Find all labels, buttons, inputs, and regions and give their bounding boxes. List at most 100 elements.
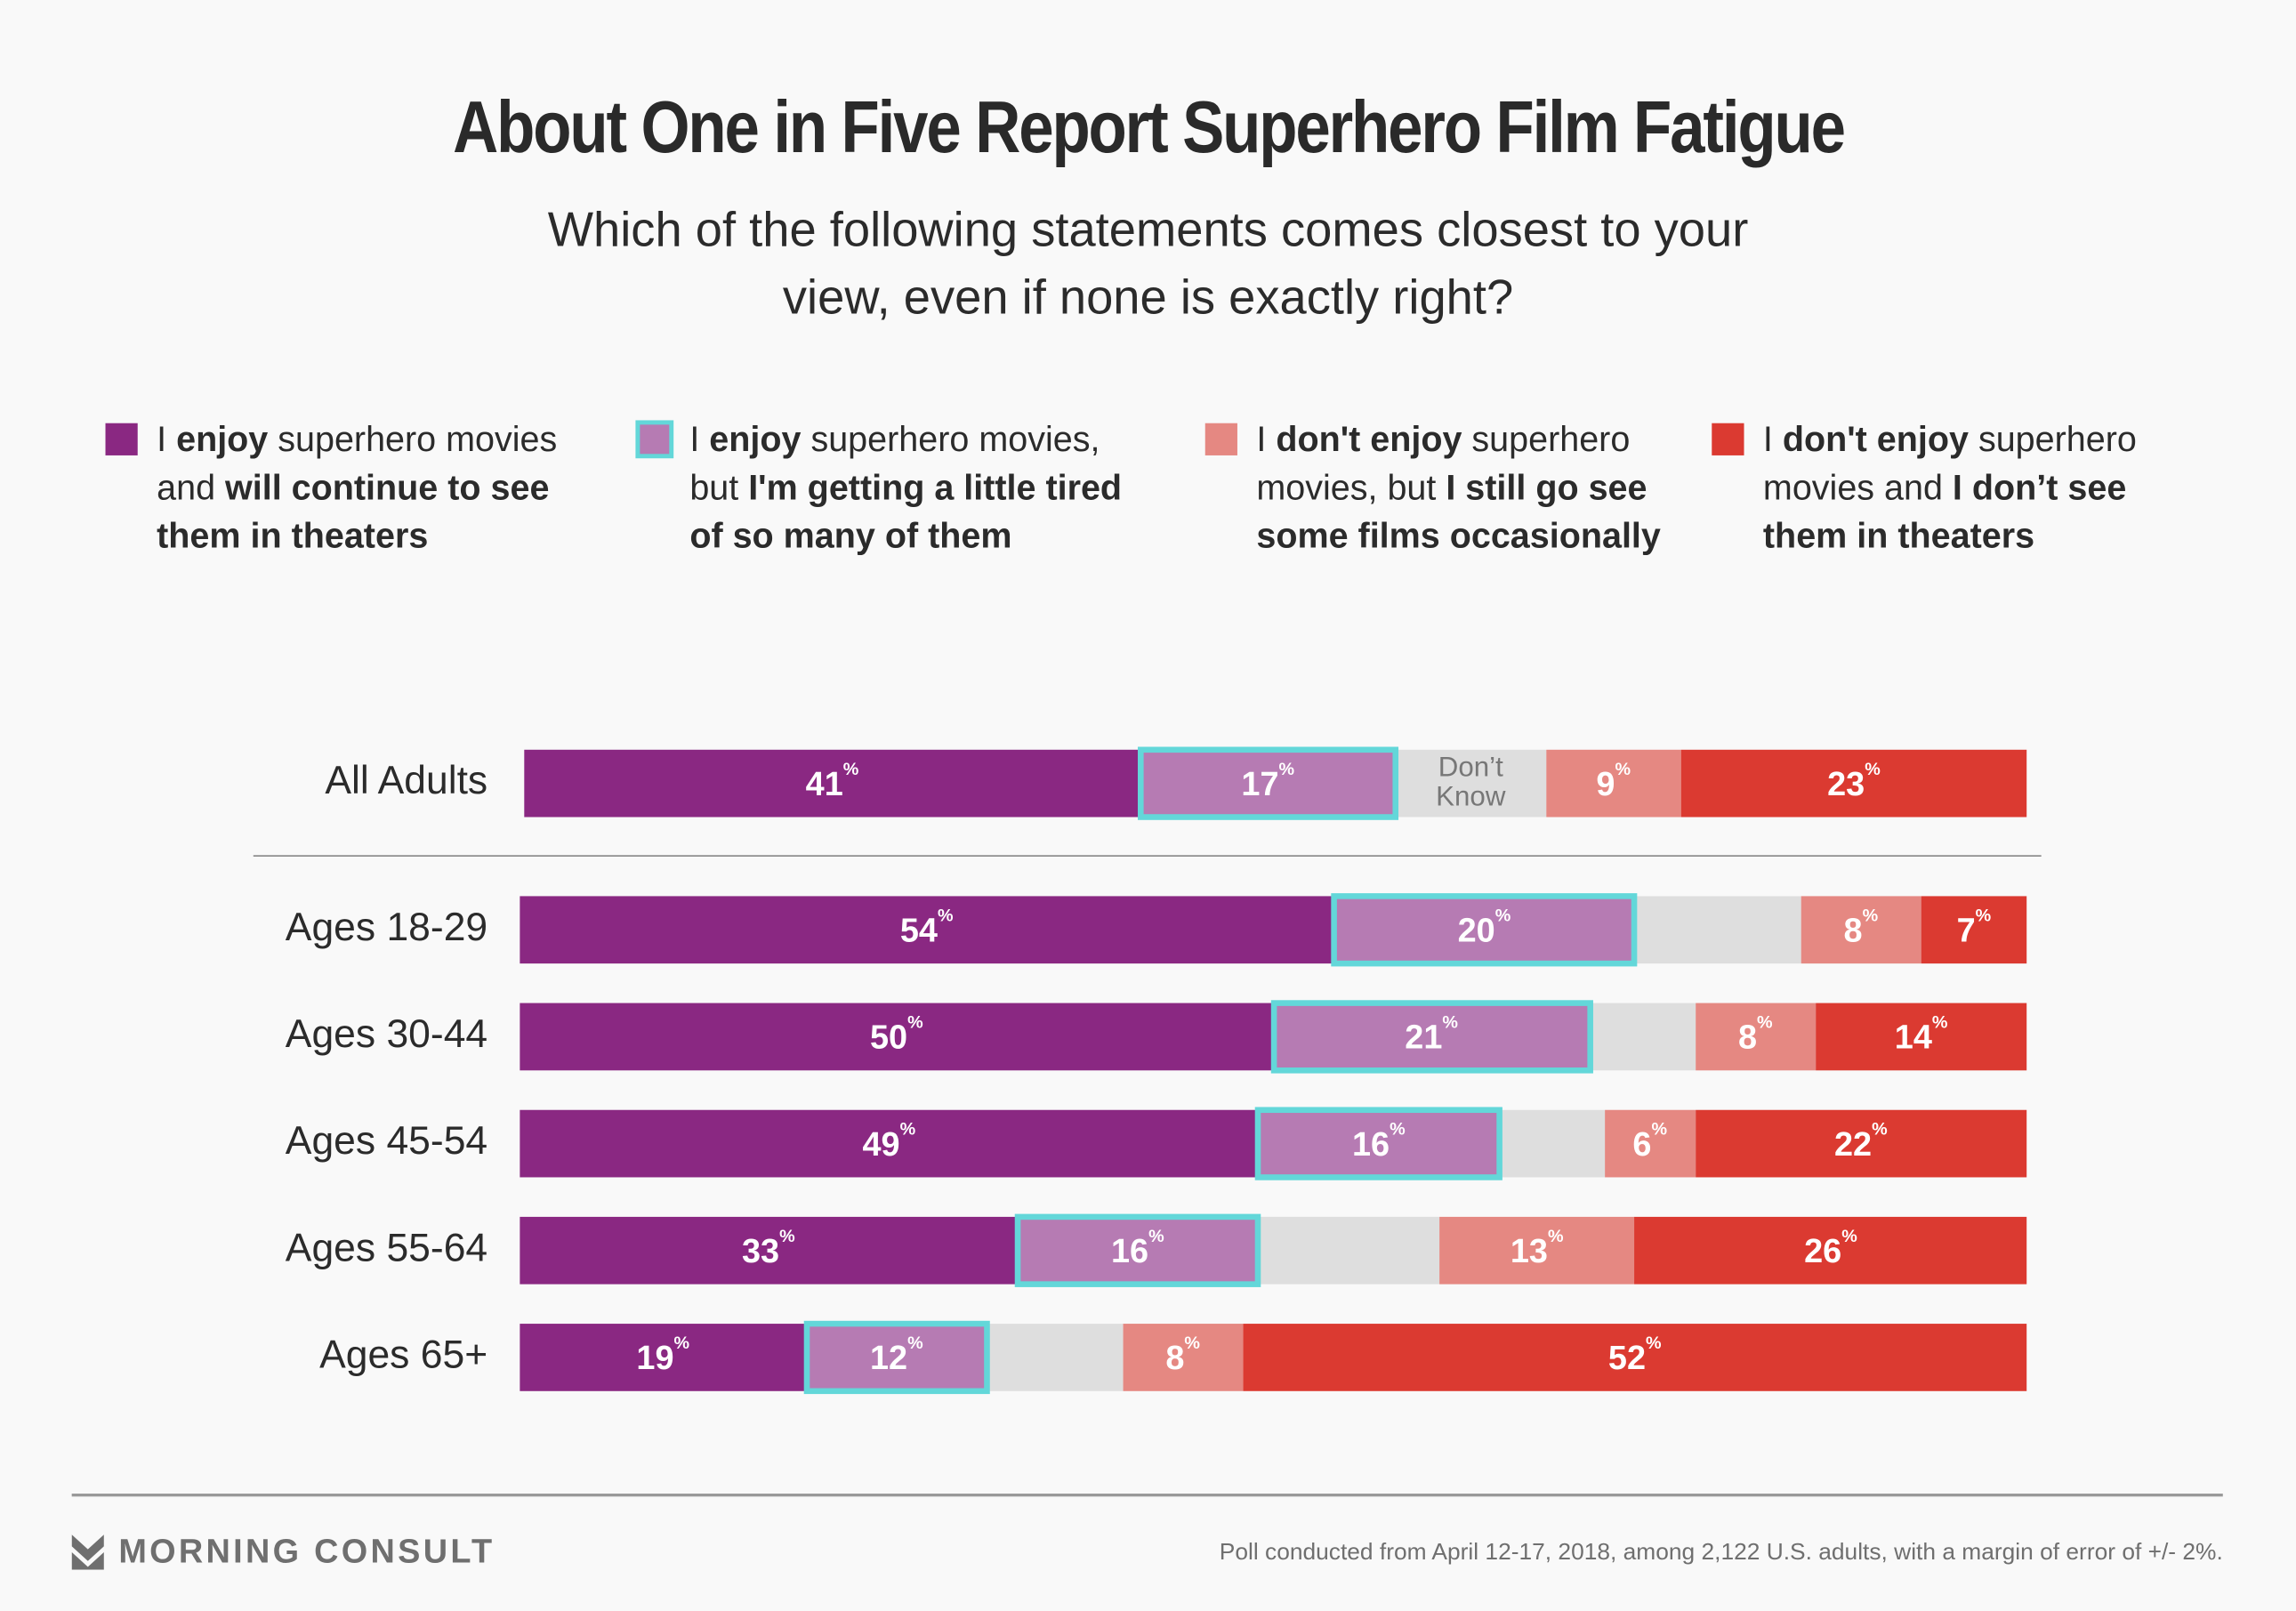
data-label: 16% bbox=[1351, 1117, 1406, 1163]
category-label: All Adults bbox=[325, 758, 488, 803]
bar-segment: 21% bbox=[1269, 1000, 1593, 1074]
percent-sign: % bbox=[1841, 1224, 1857, 1246]
legend-text: enjoy bbox=[709, 420, 802, 460]
bar-segment: 6% bbox=[1604, 1109, 1696, 1178]
percent-sign: % bbox=[1757, 1011, 1773, 1032]
bar-segment: 26% bbox=[1634, 1216, 2027, 1285]
dont-know-label-line: Know bbox=[1436, 782, 1506, 813]
legend-text: movies and bbox=[1762, 468, 1953, 509]
legend-text: some films occasionally bbox=[1256, 517, 1661, 557]
data-label: 52% bbox=[1607, 1332, 1662, 1376]
legend-text-line: I don't enjoy superhero bbox=[1763, 415, 2137, 463]
data-label: 17% bbox=[1241, 757, 1295, 802]
legend-text: I bbox=[1762, 420, 1783, 460]
bar-segment: 19% bbox=[520, 1324, 807, 1391]
stacked-bar: 50% 21% 8% 14% bbox=[520, 1000, 2027, 1074]
percent-sign: % bbox=[1547, 1224, 1564, 1246]
bar-segment bbox=[1258, 1216, 1439, 1285]
percent-sign: % bbox=[1646, 1332, 1662, 1353]
legend-text: I bbox=[689, 420, 710, 460]
percent-sign: % bbox=[1865, 757, 1881, 778]
stacked-bar: 33% 16% 13% 26% bbox=[520, 1213, 2027, 1287]
percent-sign: % bbox=[1862, 904, 1879, 925]
bar-segment: 49% bbox=[520, 1109, 1259, 1178]
legend-text: I bbox=[1256, 420, 1277, 460]
bar-segment: 13% bbox=[1438, 1216, 1635, 1285]
bar-segment: 33% bbox=[520, 1216, 1018, 1285]
data-label: 33% bbox=[741, 1224, 795, 1269]
legend-text: superhero bbox=[1968, 420, 2137, 460]
data-label: 8% bbox=[1843, 904, 1879, 948]
data-label: 6% bbox=[1632, 1117, 1668, 1163]
percent-sign: % bbox=[1278, 757, 1295, 778]
bar-segment: 8% bbox=[1122, 1324, 1244, 1391]
subtitle-line: view, even if none is exactly right? bbox=[782, 269, 1514, 324]
category-label: Ages 55-64 bbox=[285, 1225, 488, 1270]
bar-segment: 17% bbox=[1137, 746, 1399, 820]
category-label: Ages 18-29 bbox=[285, 905, 488, 949]
source-note: Poll conducted from April 12-17, 2018, a… bbox=[1219, 1540, 2223, 1566]
dont-know-label-line: Don’t bbox=[1438, 753, 1503, 784]
subtitle-line: Which of the following statements comes … bbox=[547, 202, 1749, 257]
dont-know-label: Don’t Know bbox=[1436, 753, 1506, 813]
stacked-bar: 54% 20% 8% 7% bbox=[520, 893, 2027, 967]
bar-segment: 9% bbox=[1545, 749, 1681, 818]
percent-sign: % bbox=[673, 1332, 690, 1353]
legend-text: of so many of them bbox=[689, 517, 1012, 557]
data-label: 16% bbox=[1110, 1224, 1164, 1269]
bar-segment: 12% bbox=[802, 1320, 990, 1395]
percent-sign: % bbox=[1148, 1224, 1164, 1246]
percent-sign: % bbox=[1872, 1117, 1888, 1139]
legend-swatch bbox=[635, 420, 674, 459]
data-label: 12% bbox=[869, 1332, 923, 1376]
chart-title: About One in Five Report Superhero Film … bbox=[452, 86, 1846, 169]
legend-text-line: of so many of them bbox=[689, 512, 1122, 560]
legend-text-line: them in theaters bbox=[157, 512, 557, 560]
category-label: Ages 45-54 bbox=[285, 1118, 488, 1164]
bar-segment bbox=[1634, 896, 1801, 964]
chart-subtitle: Which of the following statements comes … bbox=[415, 197, 1880, 331]
percent-sign: % bbox=[779, 1224, 795, 1246]
stacked-bar: 19% 12% 8% 52% bbox=[520, 1320, 2027, 1395]
legend-text: and bbox=[157, 468, 226, 509]
data-label: 9% bbox=[1596, 757, 1631, 802]
legend-text-line: and will continue to see bbox=[157, 464, 557, 512]
bar-segment: Don’t Know bbox=[1395, 749, 1546, 818]
bar-segment: 52% bbox=[1243, 1324, 2027, 1391]
stacked-bar: 49% 16% 6% 22% bbox=[520, 1107, 2027, 1180]
percent-sign: % bbox=[1442, 1011, 1458, 1032]
data-label: 54% bbox=[899, 904, 954, 948]
data-label: 14% bbox=[1894, 1011, 1948, 1056]
legend-text: them in theaters bbox=[157, 517, 429, 557]
bar-segment bbox=[1589, 1003, 1696, 1071]
data-label: 13% bbox=[1510, 1224, 1564, 1269]
percent-sign: % bbox=[842, 757, 859, 778]
bar-segment: 41% bbox=[524, 749, 1140, 818]
brand-logo: MORNING CONSULT bbox=[71, 1531, 495, 1571]
footer-divider bbox=[71, 1494, 2223, 1497]
legend-text: will continue to see bbox=[225, 468, 550, 509]
bar-segment: 16% bbox=[1255, 1107, 1502, 1180]
legend-text-line: I don't enjoy superhero bbox=[1256, 415, 1661, 463]
legend-text: movies, but bbox=[1256, 468, 1446, 509]
legend-text: superhero bbox=[1462, 420, 1631, 460]
data-label: 19% bbox=[636, 1332, 690, 1376]
percent-sign: % bbox=[937, 904, 954, 925]
legend-swatch bbox=[105, 423, 138, 455]
brand-name: MORNING CONSULT bbox=[118, 1531, 495, 1570]
category-label: Ages 30-44 bbox=[285, 1011, 488, 1056]
legend-text-line: I enjoy superhero movies bbox=[157, 415, 557, 463]
legend-text-line: movies and I don’t see bbox=[1763, 464, 2137, 512]
data-label: 7% bbox=[1956, 904, 1992, 948]
legend-text: don't enjoy bbox=[1782, 420, 1969, 460]
data-label: 41% bbox=[805, 757, 859, 802]
legend-text-line: but I'm getting a little tired bbox=[689, 464, 1122, 512]
bar-segment bbox=[987, 1324, 1123, 1391]
data-label: 8% bbox=[1737, 1011, 1773, 1056]
percent-sign: % bbox=[1494, 904, 1511, 925]
legend-item: I don't enjoy superhero movies, but I sti… bbox=[1204, 415, 1661, 560]
percent-sign: % bbox=[1390, 1117, 1406, 1139]
legend-text-line: I enjoy superhero movies, bbox=[689, 415, 1122, 463]
data-label: 20% bbox=[1457, 904, 1511, 948]
legend-text: enjoy bbox=[176, 420, 269, 460]
